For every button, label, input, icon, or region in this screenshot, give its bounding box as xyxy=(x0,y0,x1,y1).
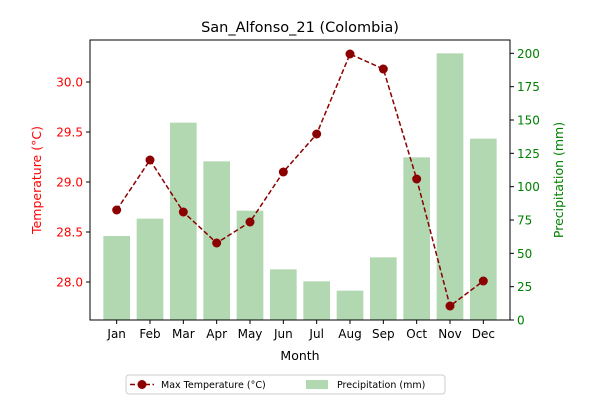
temperature-point-sep xyxy=(378,64,388,74)
legend-entry-precipitation: Precipitation (mm) xyxy=(337,380,425,391)
y-left-axis-label: Temperature (°C) xyxy=(29,126,44,235)
precipitation-bar-jun xyxy=(270,269,297,320)
precipitation-bar-aug xyxy=(336,290,364,320)
y-left-axis: 28.0 28.5 29.0 29.5 30.0 xyxy=(56,76,90,290)
legend-box xyxy=(125,374,446,395)
x-tick-label-jun: Jun xyxy=(273,327,293,341)
legend-entry-temperature: Max Temperature (°C) xyxy=(161,380,266,391)
x-tick-label-oct: Oct xyxy=(406,327,427,341)
legend-line-dot xyxy=(137,380,147,389)
temperature-point-oct xyxy=(412,174,422,184)
x-tick-label-dec: Dec xyxy=(472,327,495,341)
x-tick-label-may: May xyxy=(238,327,263,341)
precipitation-bar-jul xyxy=(303,281,330,320)
line-layer xyxy=(112,49,488,311)
y-left-tick-label: 29.0 xyxy=(56,176,83,190)
precipitation-bar-mar xyxy=(170,122,197,320)
precipitation-bar-dec xyxy=(470,138,497,320)
y-left-tick-label: 30.0 xyxy=(56,76,83,90)
y-right-tick-label: 125 xyxy=(517,147,540,161)
temperature-point-mar xyxy=(178,207,188,217)
x-tick-label-aug: Aug xyxy=(338,327,361,341)
plot-frame xyxy=(89,39,511,321)
y-right-tick-label: 200 xyxy=(517,47,540,61)
precipitation-bar-nov xyxy=(436,53,464,320)
x-tick-label-sep: Sep xyxy=(372,327,395,341)
temperature-point-jun xyxy=(278,167,288,177)
x-axis-label: Month xyxy=(280,348,319,363)
temperature-point-jan xyxy=(112,205,122,215)
x-tick-label-feb: Feb xyxy=(139,327,160,341)
temperature-point-aug xyxy=(345,49,355,59)
temperature-point-feb xyxy=(145,155,155,165)
x-tick-label-jan: Jan xyxy=(106,327,126,341)
y-right-tick-label: 0 xyxy=(517,314,525,328)
x-tick-label-mar: Mar xyxy=(172,327,195,341)
temperature-point-may xyxy=(245,217,255,227)
temperature-point-apr xyxy=(212,238,222,248)
x-tick-label-nov: Nov xyxy=(438,327,461,341)
x-axis: Jan Feb Mar Apr May Jun Jul Aug Sep Oct Nov Dec xyxy=(106,320,495,341)
precipitation-bar-may xyxy=(236,210,264,320)
y-right-tick-label: 25 xyxy=(517,280,532,294)
y-left-tick-label: 29.5 xyxy=(56,126,83,140)
y-right-tick-label: 100 xyxy=(517,180,540,194)
legend: Max Temperature (°C) Precipitation (mm) xyxy=(125,374,446,395)
legend-bar-swatch xyxy=(306,380,328,389)
precipitation-bar-feb xyxy=(136,218,164,320)
temperature-point-dec xyxy=(478,276,488,286)
x-tick-label-jul: Jul xyxy=(308,327,323,341)
y-right-tick-label: 150 xyxy=(517,114,540,128)
temperature-point-nov xyxy=(445,301,455,311)
precipitation-bar-jan xyxy=(103,236,130,320)
temperature-point-jul xyxy=(312,129,322,139)
y-right-tick-label: 50 xyxy=(517,247,532,261)
precipitation-bar-oct xyxy=(403,157,430,320)
chart-title: San_Alfonso_21 (Colombia) xyxy=(201,20,399,36)
y-right-axis: 0 25 50 75 100 125 150 175 200 xyxy=(510,47,540,328)
precipitation-bar-sep xyxy=(370,257,397,320)
y-left-tick-label: 28.0 xyxy=(56,276,83,290)
y-left-tick-label: 28.5 xyxy=(56,226,83,240)
x-tick-label-apr: Apr xyxy=(206,327,227,341)
y-right-tick-label: 175 xyxy=(517,80,540,94)
y-right-tick-label: 75 xyxy=(517,214,532,228)
y-right-axis-label: Precipitation (mm) xyxy=(551,122,566,238)
